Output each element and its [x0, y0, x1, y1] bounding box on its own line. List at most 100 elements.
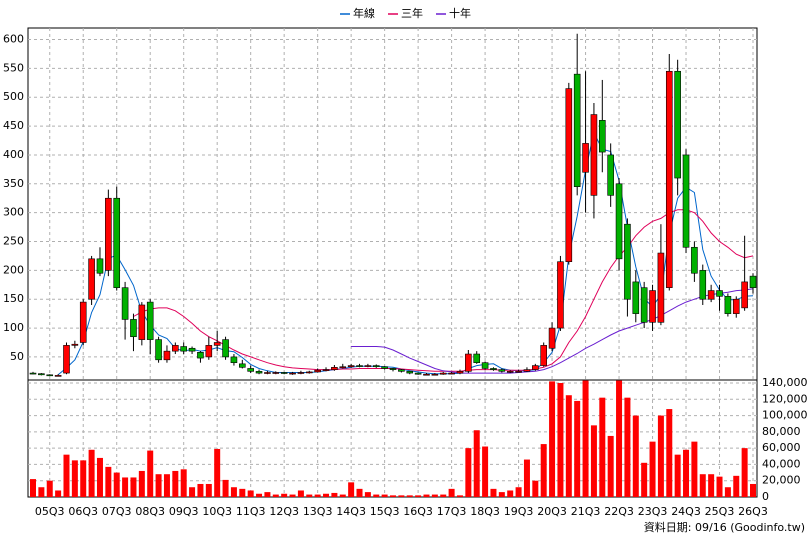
- candle-body: [657, 252, 665, 323]
- candle-body: [724, 296, 732, 314]
- volume-bar: [281, 493, 288, 497]
- candle-body: [79, 301, 87, 343]
- y2-tick-label: 80,000: [762, 425, 801, 438]
- candle-body: [255, 371, 263, 374]
- volume-bar: [189, 487, 196, 497]
- candle-body: [498, 369, 506, 372]
- x-tick-label: 12Q3: [269, 505, 299, 518]
- legend-label: 十年: [449, 6, 471, 20]
- candle-body: [155, 339, 162, 361]
- x-tick-label: 24Q3: [671, 505, 701, 518]
- ma-line: [351, 288, 754, 374]
- volume-bar: [440, 494, 447, 497]
- y-tick-label: 50: [10, 350, 24, 363]
- y-tick-label: 250: [3, 235, 24, 248]
- volume-bar: [507, 490, 514, 497]
- volume-bar: [331, 492, 338, 497]
- x-tick-label: 14Q3: [336, 505, 366, 518]
- volume-bar: [247, 490, 254, 497]
- candle-body: [465, 353, 472, 372]
- candle-body: [138, 304, 146, 340]
- volume-bar: [348, 482, 355, 497]
- volume-bar: [147, 450, 154, 497]
- volume-bar: [657, 415, 664, 497]
- volume-bar: [289, 494, 296, 497]
- candle-body: [305, 371, 313, 374]
- volume-bar: [339, 494, 346, 497]
- volume-bar: [632, 415, 639, 497]
- candle-body: [46, 374, 54, 377]
- candle-body: [96, 258, 104, 274]
- candle-body: [515, 371, 522, 373]
- volume-bar: [456, 495, 463, 497]
- volume-bar: [105, 466, 112, 497]
- candle-body: [732, 298, 740, 314]
- candle-body: [197, 352, 204, 359]
- volume-bar: [599, 397, 606, 497]
- candle-body: [599, 120, 606, 153]
- candle-body: [347, 365, 355, 368]
- volume-bar: [691, 441, 698, 497]
- candle-body: [105, 197, 112, 271]
- candle-body: [439, 372, 447, 375]
- y-tick-label: 500: [3, 90, 24, 103]
- volume-bar: [256, 493, 263, 497]
- candle-body: [691, 246, 698, 274]
- x-tick-label: 09Q3: [169, 505, 199, 518]
- y-tick-label: 600: [3, 33, 24, 46]
- y2-tick-label: 120,000: [762, 392, 808, 405]
- candle-body: [473, 353, 481, 363]
- x-tick-label: 16Q3: [403, 505, 433, 518]
- volume-bar: [323, 493, 330, 497]
- candle-body: [163, 350, 171, 361]
- x-tick-label: 07Q3: [102, 505, 132, 518]
- volume-bar: [708, 474, 715, 497]
- volume-bar: [724, 487, 731, 497]
- candle-body: [71, 343, 79, 346]
- volume-bar: [716, 476, 723, 497]
- y-tick-label: 100: [3, 321, 24, 334]
- x-tick-label: 05Q3: [35, 505, 65, 518]
- legend-label: 三年: [401, 6, 423, 20]
- candle-body: [222, 339, 229, 358]
- candle-body: [540, 345, 547, 366]
- volume-bar: [71, 460, 78, 497]
- candle-body: [414, 372, 422, 375]
- candle-body: [674, 70, 681, 179]
- volume-bar: [590, 425, 597, 497]
- volume-bar: [155, 474, 162, 497]
- candle-body: [356, 365, 363, 367]
- volume-bar: [683, 449, 690, 497]
- volume-bar: [130, 477, 137, 497]
- candle-body: [63, 345, 70, 374]
- volume-bar: [649, 441, 656, 497]
- x-tick-label: 25Q3: [705, 505, 735, 518]
- volume-bar: [122, 477, 129, 497]
- candle-body: [381, 366, 388, 369]
- candle-body: [339, 366, 347, 369]
- candle-body: [456, 371, 464, 374]
- y-tick-label: 300: [3, 206, 24, 219]
- y2-tick-label: 60,000: [762, 441, 801, 454]
- x-tick-label: 21Q3: [571, 505, 601, 518]
- candle-body: [431, 373, 439, 376]
- y2-tick-label: 40,000: [762, 457, 801, 470]
- volume-bar: [515, 487, 522, 497]
- x-tick-label: 22Q3: [604, 505, 634, 518]
- volume-bar: [423, 494, 430, 497]
- candle-body: [640, 287, 648, 323]
- x-tick-label: 17Q3: [437, 505, 467, 518]
- candle-body: [582, 143, 589, 173]
- volume-bar: [373, 494, 380, 497]
- volume-bar: [381, 494, 388, 497]
- candle-body: [88, 258, 95, 300]
- volume-bar: [641, 462, 648, 497]
- volume-bar: [557, 383, 564, 497]
- candle-body: [264, 372, 271, 374]
- candle-body: [523, 369, 531, 372]
- candle-body: [557, 261, 564, 329]
- candle-body: [649, 290, 656, 323]
- volume-bar: [239, 488, 246, 497]
- volume-bar: [674, 454, 681, 497]
- volume-bar: [607, 435, 614, 497]
